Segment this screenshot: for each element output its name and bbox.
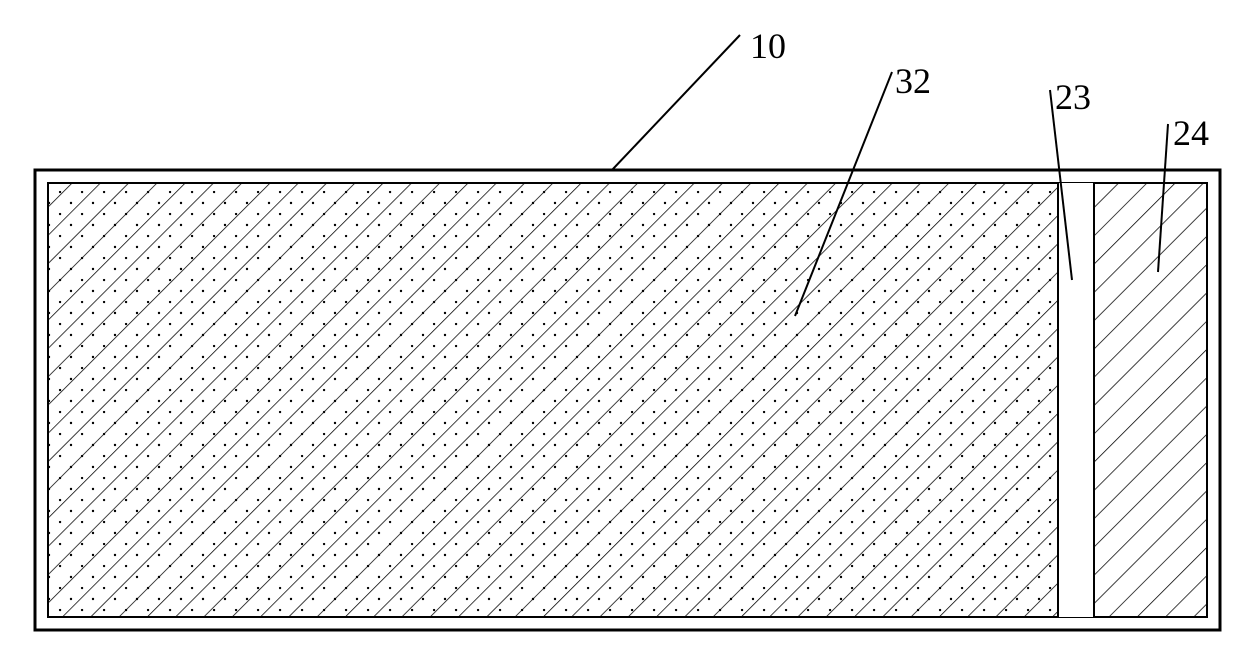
region-main-dots [48,183,1058,617]
region-right-hatch [1094,183,1207,617]
label-23: 23 [1055,76,1091,118]
label-32: 32 [895,60,931,102]
leader-10 [612,35,740,170]
label-24: 24 [1173,112,1209,154]
cross-section-svg [0,0,1240,651]
region-gap [1058,183,1094,617]
technical-diagram: 10 32 23 24 [0,0,1240,651]
label-10: 10 [750,25,786,67]
